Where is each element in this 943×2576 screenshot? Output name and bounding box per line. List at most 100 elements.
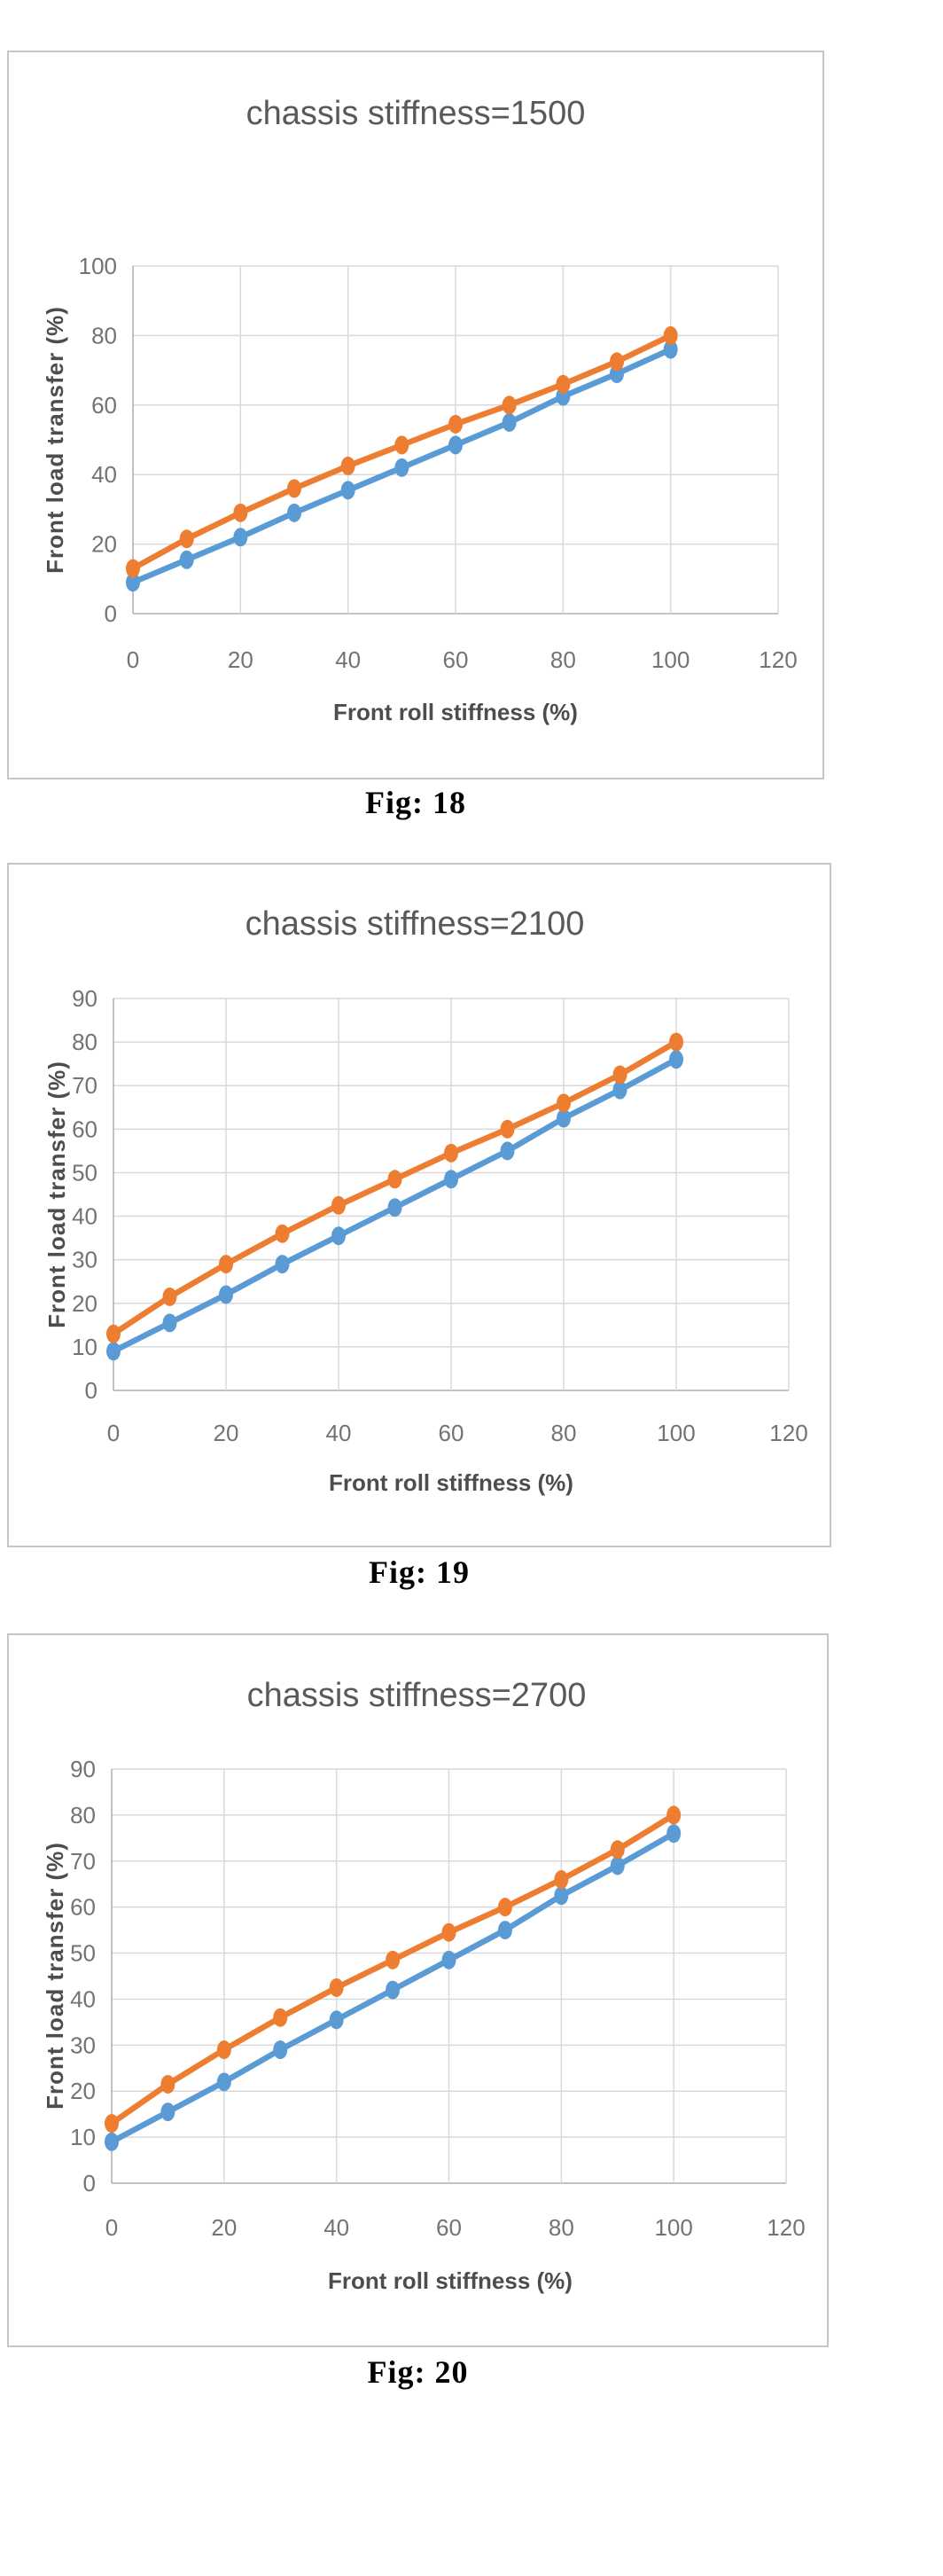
y-tick-label: 50 — [72, 1159, 97, 1186]
chart-title: chassis stiffness=1500 — [246, 95, 586, 132]
blue-series-point — [500, 1141, 515, 1161]
y-axis-title: Front load transfer (%) — [42, 306, 68, 574]
blue-series-point — [669, 1050, 683, 1069]
y-axis-title: Front load transfer (%) — [43, 1061, 70, 1328]
orange-series-point — [610, 1840, 625, 1860]
orange-series-point — [105, 2114, 119, 2134]
blue-series-point — [448, 435, 463, 455]
orange-series-point — [179, 529, 194, 549]
chart-title: chassis stiffness=2100 — [245, 905, 585, 943]
blue-series-point — [340, 481, 355, 500]
blue-series-point — [610, 1856, 625, 1875]
y-tick-label: 50 — [70, 1940, 96, 1967]
blue-series-point — [663, 340, 678, 359]
chart-figure-18: chassis stiffness=1500 0 20 40 60 80 100 0 20 40 6… — [7, 51, 824, 779]
y-tick-label: 20 — [91, 531, 117, 558]
x-tick-label: 100 — [654, 2214, 692, 2241]
x-tick-label: 60 — [443, 646, 469, 673]
x-axis-title: Front roll stiffness (%) — [328, 2267, 573, 2294]
blue-series-point — [275, 1255, 290, 1274]
x-tick-label: 20 — [211, 2214, 237, 2241]
blue-series-point — [233, 528, 248, 547]
orange-series-point — [233, 503, 248, 522]
y-axis-title: Front load transfer (%) — [42, 1842, 68, 2110]
blue-series-point — [612, 1080, 627, 1100]
y-tick-label: 60 — [70, 1894, 96, 1921]
figure-caption-18: Fig: 18 — [365, 785, 466, 820]
figure-caption-19: Fig: 19 — [369, 1554, 470, 1590]
x-tick-label: 40 — [323, 2214, 349, 2241]
y-tick-label: 90 — [70, 1756, 96, 1782]
blue-series-point — [557, 1108, 571, 1128]
x-tick-label: 100 — [651, 646, 690, 673]
orange-series-point — [287, 479, 301, 498]
y-tick-label: 40 — [70, 1985, 96, 2012]
x-tick-label: 80 — [551, 1420, 577, 1446]
y-tick-label: 80 — [70, 1802, 96, 1828]
blue-series-point — [162, 1313, 177, 1333]
blue-series-point — [554, 1886, 569, 1906]
blue-series-point — [444, 1170, 458, 1189]
orange-series-point — [387, 1170, 402, 1189]
chart-border — [7, 51, 824, 779]
orange-series-point — [556, 374, 571, 394]
x-tick-label: 20 — [228, 646, 253, 673]
x-tick-label: 80 — [549, 2214, 574, 2241]
orange-series-point — [444, 1143, 458, 1163]
blue-series-point — [126, 573, 140, 592]
blue-series-point — [329, 2010, 344, 2030]
y-tick-label: 40 — [91, 461, 117, 488]
y-tick-label: 100 — [79, 253, 117, 279]
blue-series-point — [394, 458, 409, 477]
chart-svg-20: chassis stiffness=2700 0 10 20 30 40 50 60 70 80 9… — [7, 1633, 829, 2347]
blue-series-point — [216, 2072, 231, 2092]
x-tick-label: 120 — [759, 646, 797, 673]
blue-series-point — [273, 2040, 288, 2060]
orange-series-point — [441, 1922, 456, 1942]
orange-series-point — [219, 1255, 233, 1274]
orange-series-point — [329, 1977, 344, 1997]
orange-series-point — [497, 1898, 512, 1917]
chart-figure-20: chassis stiffness=2700 0 10 20 30 40 50 60 70 80 9… — [7, 1633, 829, 2347]
y-tick-label: 30 — [70, 2032, 96, 2058]
y-tick-label: 60 — [72, 1116, 97, 1142]
orange-series-point — [275, 1224, 290, 1243]
y-tick-label: 20 — [72, 1290, 97, 1317]
x-tick-label: 20 — [214, 1420, 239, 1446]
x-tick-label: 120 — [769, 1420, 807, 1446]
orange-series-point — [500, 1119, 515, 1139]
chart-border — [7, 1633, 829, 2347]
orange-series-point — [669, 1032, 683, 1052]
x-tick-label: 80 — [550, 646, 576, 673]
blue-series-point — [497, 1921, 512, 1940]
y-tick-label: 0 — [83, 2170, 96, 2196]
blue-series-point — [105, 2132, 119, 2151]
orange-series-point — [216, 2040, 231, 2060]
orange-series-point — [273, 2008, 288, 2027]
x-tick-label: 40 — [326, 1420, 352, 1446]
blue-series-point — [386, 1980, 401, 2000]
y-tick-label: 10 — [72, 1334, 97, 1360]
orange-series-point — [160, 2074, 175, 2094]
chart-svg-19: chassis stiffness=2100 0 10 20 30 40 50 60 70 80 9… — [7, 863, 831, 1547]
chart-svg-18: chassis stiffness=1500 0 20 40 60 80 100 0 20 40 6… — [7, 51, 824, 779]
orange-series-point — [162, 1287, 177, 1306]
orange-series-point — [331, 1195, 346, 1215]
y-tick-label: 80 — [72, 1029, 97, 1055]
orange-series-point — [610, 352, 624, 372]
y-tick-label: 0 — [105, 600, 117, 627]
y-tick-label: 80 — [91, 322, 117, 348]
orange-series-point — [126, 559, 140, 578]
y-tick-label: 70 — [72, 1072, 97, 1099]
orange-series-point — [663, 325, 678, 345]
blue-series-point — [179, 550, 194, 569]
x-tick-label: 0 — [105, 2214, 118, 2241]
orange-series-point — [666, 1805, 682, 1825]
orange-series-point — [557, 1093, 571, 1113]
blue-series-point — [287, 503, 301, 522]
chart-border — [7, 863, 831, 1547]
orange-series-point — [554, 1870, 569, 1890]
blue-series-point — [502, 412, 517, 432]
blue-series-point — [106, 1342, 121, 1361]
